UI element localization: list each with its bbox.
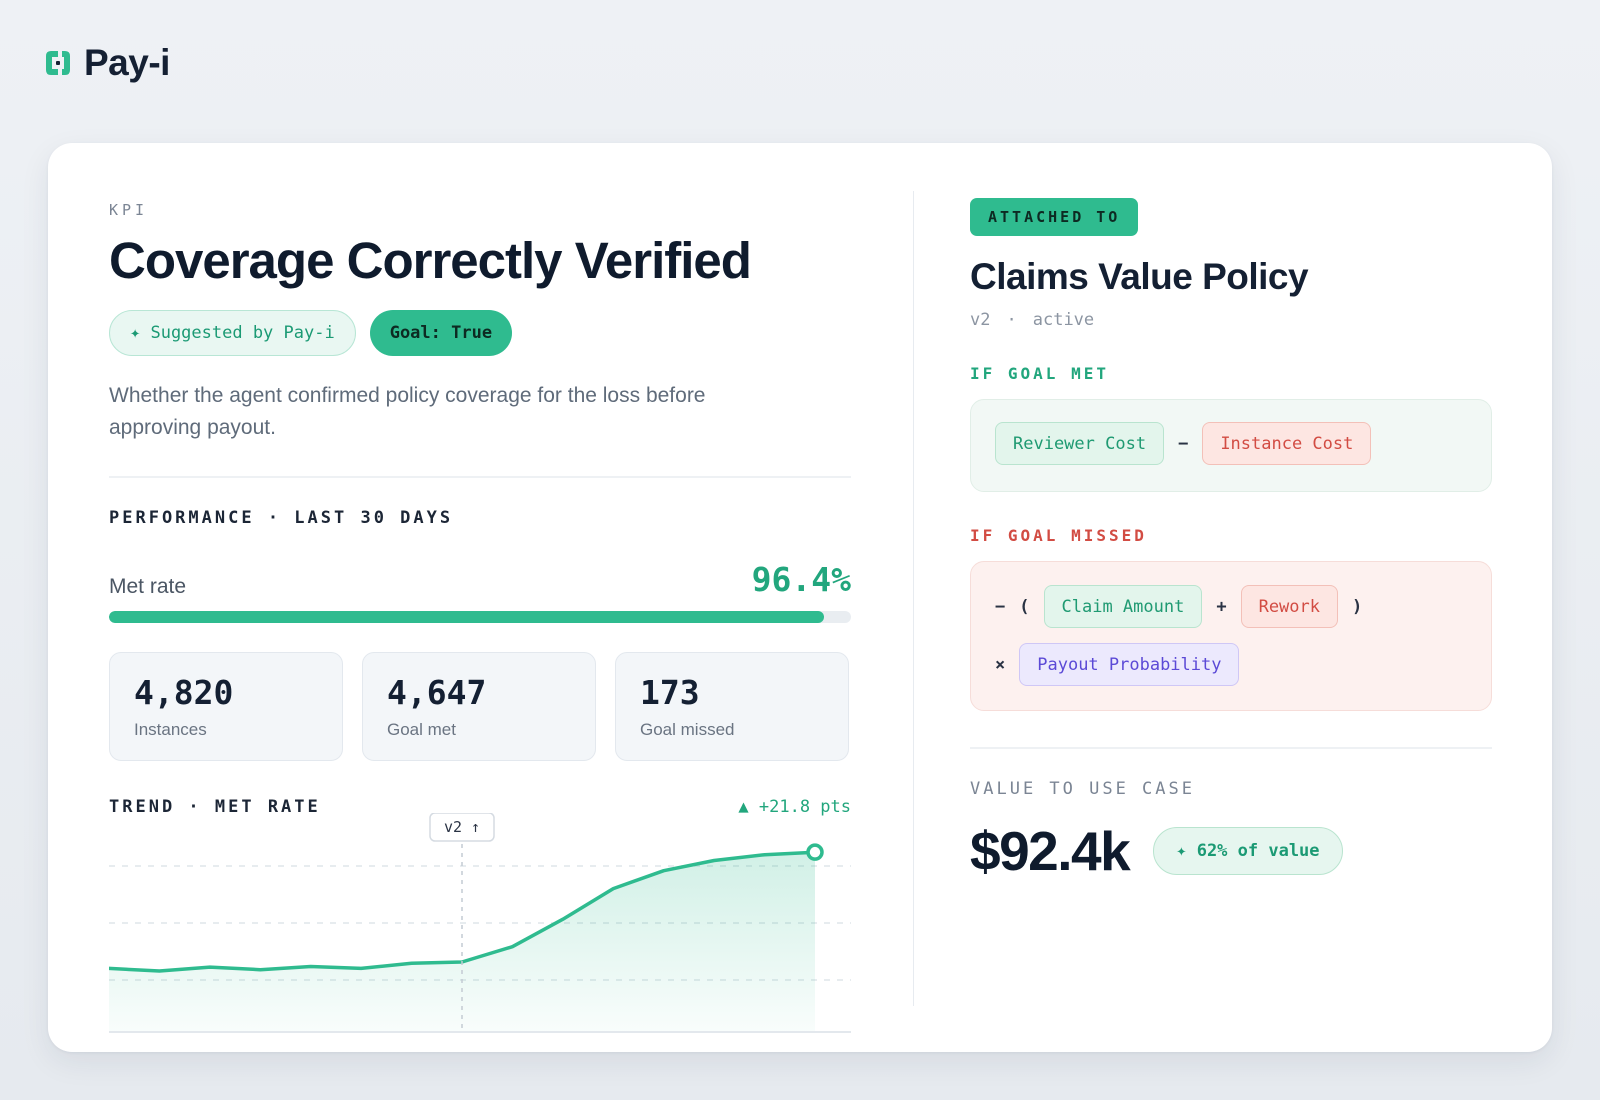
kpi-eyebrow: KPI [109,201,149,219]
stat-goal-met: 4,647 Goal met [362,652,596,762]
meta-separator: · [1006,310,1017,330]
kpi-title: Coverage Correctly Verified [109,232,752,289]
policy-name[interactable]: Claims Value Policy [970,256,1309,297]
formula-row: × Payout Probability [995,643,1467,686]
goal-chip[interactable]: Goal: True [369,310,513,357]
trend-area [109,852,815,1031]
kpi-panel: KPI Coverage Correctly Verified ✦ Sugges… [109,201,851,817]
stat-label: Goal met [387,720,456,740]
if-goal-missed-label: IF GOAL MISSED [970,526,1147,545]
policy-status: active [1032,310,1095,330]
pay-i-logo-icon [46,51,70,75]
formula-row: − ( Claim Amount + Rework ) [995,585,1467,628]
paren-open: ( [1019,596,1030,617]
trend-delta: ▲ +21.8 pts [738,797,851,818]
stat-instances: 4,820 Instances [109,652,343,762]
policy-meta: v2 · active [970,310,1492,330]
operator-plus: + [1216,596,1227,617]
stats-row: 4,820 Instances 4,647 Goal met 173 Goal … [109,652,851,762]
brand-name: Pay-i [84,42,170,83]
token-claim-amount[interactable]: Claim Amount [1043,585,1203,628]
section-divider [970,747,1492,749]
trend-header: TREND · MET RATE ▲ +21.8 pts [109,797,851,817]
token-payout-probability[interactable]: Payout Probability [1019,643,1240,686]
value-row: $92.4k ✦ 62% of value [970,819,1492,883]
met-rate-label: Met rate [109,575,187,599]
kpi-description: Whether the agent confirmed policy cover… [109,384,706,440]
version-marker-badge [429,813,495,842]
policy-panel: ATTACHED TO Claims Value Policy v2 · act… [970,198,1492,883]
trend-chart: v2 ↑ [109,813,851,1033]
token-instance-cost[interactable]: Instance Cost [1202,422,1372,465]
value-share-chip: ✦ 62% of value [1153,827,1343,875]
value-label: VALUE TO USE CASE [970,779,1195,799]
stat-label: Instances [134,720,207,740]
policy-version: v2 [970,310,991,330]
met-rate-progress-fill [109,611,825,624]
performance-label: PERFORMANCE · LAST 30 DAYS [109,508,454,529]
met-rate-row: Met rate 96.4% [109,560,851,599]
suggested-chip[interactable]: ✦ Suggested by Pay-i [109,310,356,357]
if-goal-met-formula: Reviewer Cost − Instance Cost [970,399,1492,492]
kpi-card: KPI Coverage Correctly Verified ✦ Sugges… [48,143,1552,1052]
trend-endpoint [806,843,824,861]
column-divider [913,191,914,1006]
formula-row: Reviewer Cost − Instance Cost [995,422,1467,465]
attached-to-badge: ATTACHED TO [970,198,1139,236]
stat-label: Goal missed [640,720,735,740]
section-divider [109,476,851,479]
token-rework[interactable]: Rework [1240,585,1338,628]
if-goal-missed-formula: − ( Claim Amount + Rework ) × Payout Pro… [970,561,1492,711]
met-rate-value: 96.4% [751,560,851,600]
stat-value: 4,820 [134,673,234,713]
stat-value: 173 [640,673,700,713]
trend-label: TREND · MET RATE [109,797,321,818]
token-reviewer-cost[interactable]: Reviewer Cost [995,422,1165,465]
kpi-chips: ✦ Suggested by Pay-i Goal: True [109,310,851,357]
version-marker-label: v2 ↑ [444,818,480,836]
paren-close: ) [1352,596,1363,617]
value-amount: $92.4k [970,820,1131,882]
stat-goal-missed: 173 Goal missed [615,652,849,762]
if-goal-met-label: IF GOAL MET [970,364,1109,383]
stat-value: 4,647 [387,673,487,713]
met-rate-progress-bar [109,611,851,624]
brand-logo: Pay-i [42,42,170,84]
operator-negate: − [995,596,1006,617]
operator-minus: − [1178,433,1189,454]
operator-times: × [995,654,1006,675]
